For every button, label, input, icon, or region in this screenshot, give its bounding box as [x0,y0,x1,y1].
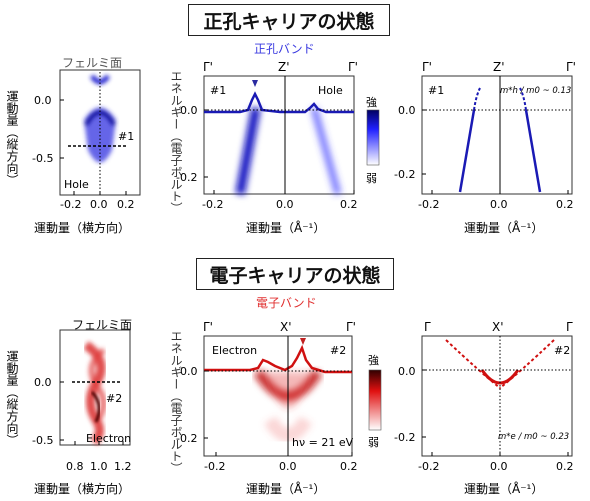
hole-band-label: 正孔バンド [254,42,315,56]
electron-band-label: 電子バンド [256,296,317,310]
hole-dispersion-plot [203,75,355,195]
electron-p1-tick-x1: 1.0 [90,460,108,473]
hole-model-plot [421,75,573,195]
hole-p2-hash: #1 [210,84,227,97]
electron-p3-tick-y0: 0.0 [398,365,416,378]
electron-p1-hash: #2 [106,392,123,405]
electron-p3-top-2: Γ [566,320,573,334]
hole-p3-tick-y1: -0.2 [394,168,416,181]
hole-p1-tick-x2: 0.2 [117,198,135,211]
electron-p2-tag: Electron [212,344,258,357]
hole-p2-tick-x0: -0.2 [202,198,224,211]
electron-fermi-label: フェルミ面 [72,318,133,332]
hole-p1-tick-x1: 0.0 [90,198,108,211]
electron-x-momentum-label: 運動量（横方向） [34,482,131,496]
electron-colorbar [368,369,382,431]
electron-p3-tick-y1: -0.2 [394,431,416,444]
hole-p2-top-0: Γ' [203,60,213,74]
hole-p2-tag: Hole [318,84,343,97]
electron-momentum-label-3: 運動量（Å⁻¹） [464,482,544,496]
hole-momentum-label-2: 運動量（Å⁻¹） [246,221,326,235]
hole-colorbar-weak: 弱 [366,172,377,185]
electron-p2-top-2: Γ' [346,320,356,334]
hole-p3-top-1: Z' [493,60,505,74]
electron-p2-top-0: Γ' [203,320,213,334]
hole-p1-tick-x0: -0.2 [60,198,82,211]
electron-p3-tick-x0: -0.2 [418,460,440,473]
hole-p3-mass: m*h / m0 ~ 0.13 [500,86,572,96]
electron-p2-tick-y0: 0.0 [180,365,198,378]
electron-p3-mass: m*e / m0 ~ 0.23 [498,432,570,442]
electron-p3-tick-x2: 0.2 [556,460,574,473]
electron-p2-energy: hν = 21 eV [292,436,354,449]
hole-p1-tick-y1: -0.5 [32,152,54,165]
electron-p1-tag: Electron [86,432,132,445]
hole-title-text: 正孔キャリアの状態 [203,10,375,33]
hole-p3-top-2: Γ' [566,60,576,74]
electron-p1-tick-x0: 0.8 [66,460,84,473]
hole-p2-tick-y0: 0.0 [180,104,198,117]
hole-p2-tick-y1: -0.2 [176,171,198,184]
electron-p2-hash: #2 [330,344,347,357]
hole-x-momentum-label: 運動量（横方向） [34,221,131,235]
hole-peak-marker [252,80,258,87]
electron-colorbar-strong: 強 [368,354,379,367]
hole-p1-hash: #1 [118,130,135,143]
electron-p1-tick-x2: 1.2 [114,460,132,473]
electron-p3-top-1: X' [492,320,504,334]
hole-fermi-plot [59,69,141,196]
electron-section-title: 電子キャリアの状態 [196,258,394,290]
hole-p2-top-1: Z' [278,60,290,74]
hole-edc-curve [204,91,354,114]
hole-p3-tick-x1: 0.0 [490,198,508,211]
electron-energy-label: エネルギー（電子ボルト） [169,330,183,474]
hole-p2-tick-x2: 0.2 [340,198,358,211]
hole-p2-tick-x1: 0.0 [276,198,294,211]
hole-energy-label: エネルギー（電子ボルト） [169,70,183,214]
hole-p3-hash: #1 [428,84,445,97]
hole-colorbar-strong: 強 [366,96,377,109]
electron-p2-tick-x2: 0.2 [340,460,358,473]
hole-p2-top-2: Γ' [348,60,358,74]
electron-p3-hash: #2 [554,344,571,357]
electron-title-text: 電子キャリアの状態 [209,264,381,287]
electron-y-momentum-label: 運動量（縦方向） [5,350,19,446]
hole-p3-top-0: Γ' [422,60,432,74]
electron-p1-tick-y1: -0.5 [32,434,54,447]
hole-p1-tick-y0: 0.0 [34,94,52,107]
hole-y-momentum-label: 運動量（縦方向） [5,90,19,186]
electron-p2-top-1: X' [280,320,292,334]
electron-p2-tick-y1: -0.2 [176,432,198,445]
electron-p3-tick-x1: 0.0 [490,460,508,473]
electron-p3-top-0: Γ [424,320,431,334]
hole-p3-tick-y0: 0.0 [398,104,416,117]
electron-colorbar-weak: 弱 [368,436,379,449]
electron-dispersion-plot [203,335,353,457]
hole-p1-tag: Hole [64,178,89,191]
hole-momentum-label-3: 運動量（Å⁻¹） [464,221,544,235]
electron-fermi-plot [59,329,131,446]
electron-p2-tick-x0: -0.2 [204,460,226,473]
hole-p3-tick-x0: -0.2 [418,198,440,211]
electron-p1-tick-y0: 0.0 [34,376,52,389]
hole-colorbar [366,109,380,166]
electron-momentum-label-2: 運動量（Å⁻¹） [246,482,326,496]
electron-peak-marker [300,338,306,345]
hole-fermi-label: フェルミ面 [62,56,123,70]
hole-p3-tick-x2: 0.2 [556,198,574,211]
electron-p2-tick-x1: 0.0 [279,460,297,473]
hole-section-title: 正孔キャリアの状態 [188,4,390,36]
electron-model-plot [421,335,573,457]
